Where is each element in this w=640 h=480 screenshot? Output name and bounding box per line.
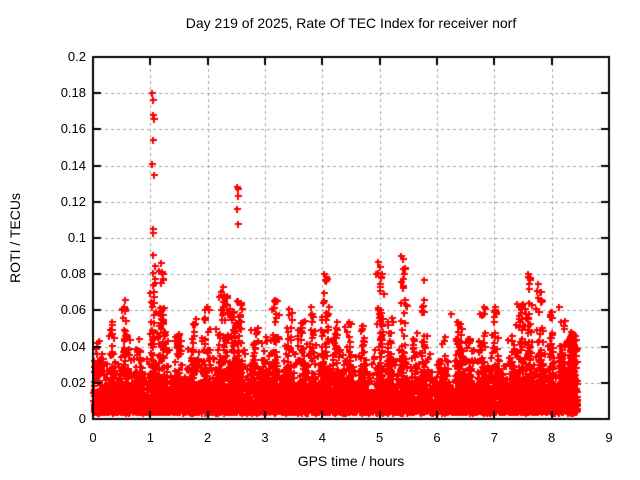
- y-tick-label: 0.02: [60, 374, 86, 390]
- x-tick-label: 9: [605, 430, 613, 445]
- y-tick-label: 0.06: [60, 302, 86, 318]
- y-tick-label: 0.1: [67, 230, 86, 245]
- y-tick-label: 0.12: [60, 193, 86, 209]
- y-tick-label: 0.16: [60, 121, 86, 137]
- x-tick-label: 1: [146, 430, 154, 445]
- y-tick-label: 0.18: [60, 85, 86, 101]
- x-tick-label: 8: [548, 430, 556, 445]
- x-tick-label: 3: [261, 430, 269, 445]
- y-tick-label: 0: [78, 411, 86, 426]
- y-tick-label: 0.2: [67, 49, 86, 64]
- y-tick-label: 0.04: [60, 338, 86, 354]
- x-tick-label: 4: [318, 430, 326, 445]
- x-tick-label: 7: [490, 430, 498, 445]
- x-tick-label: 6: [433, 430, 441, 445]
- y-tick-label: 0.08: [60, 266, 86, 282]
- chart-title: Day 219 of 2025, Rate Of TEC Index for r…: [185, 15, 517, 31]
- x-tick-label: 5: [376, 430, 384, 445]
- x-tick-label: 0: [89, 430, 97, 445]
- x-axis-label: GPS time / hours: [297, 453, 405, 469]
- y-tick-label: 0.14: [60, 157, 86, 173]
- x-tick-label: 2: [204, 430, 212, 445]
